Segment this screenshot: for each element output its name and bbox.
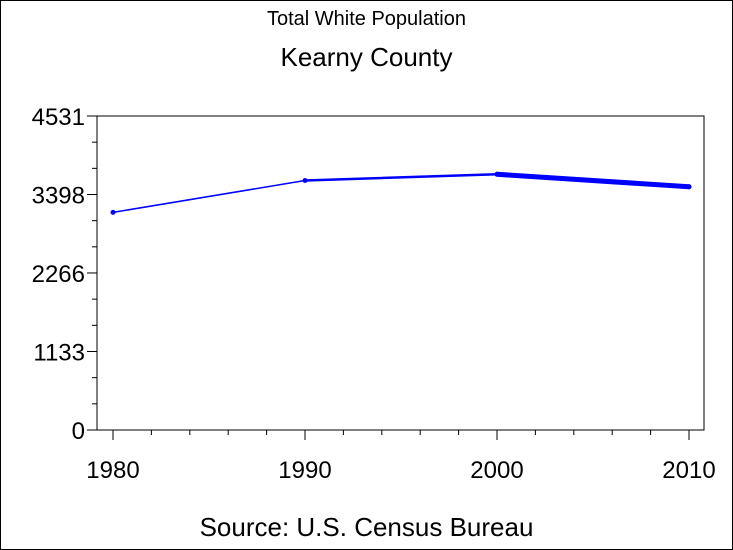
series-line-segment bbox=[112, 179, 306, 214]
x-tick-label: 2000 bbox=[470, 457, 523, 484]
source-footnote: Source: U.S. Census Bureau bbox=[199, 512, 534, 542]
y-tick-label: 3398 bbox=[32, 183, 85, 210]
series-line-segment bbox=[494, 171, 692, 190]
data-point bbox=[110, 209, 116, 215]
y-tick-label: 4531 bbox=[32, 104, 85, 131]
chart-subtitle: Kearny County bbox=[280, 42, 453, 72]
y-tick-label: 1133 bbox=[33, 339, 85, 366]
x-tick-label: 1980 bbox=[86, 457, 139, 484]
series-line-segment bbox=[303, 173, 499, 182]
y-tick-label: 0 bbox=[72, 418, 85, 445]
chart-title: Total White Population bbox=[266, 8, 466, 30]
series-layer bbox=[110, 171, 692, 215]
x-axis: 1980 1990 2000 2010 bbox=[86, 430, 716, 484]
y-axis: 0 1133 2266 3398 4531 bbox=[32, 104, 97, 445]
data-point bbox=[686, 184, 692, 190]
y-tick-label: 2266 bbox=[32, 261, 85, 288]
plot-area bbox=[96, 115, 705, 431]
data-point bbox=[302, 178, 308, 184]
data-point bbox=[494, 171, 500, 177]
x-tick-label: 1990 bbox=[278, 457, 331, 484]
x-tick-label: 2010 bbox=[662, 457, 715, 484]
